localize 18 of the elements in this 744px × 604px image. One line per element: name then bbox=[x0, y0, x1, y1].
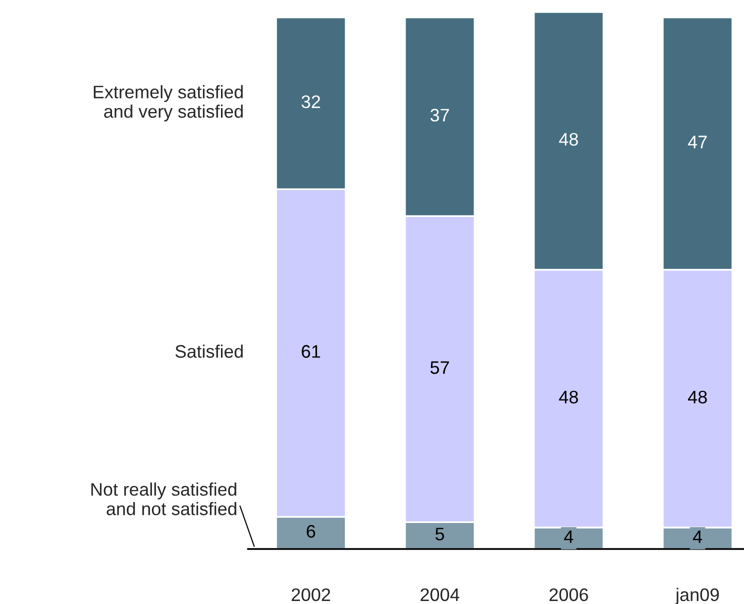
data-label: 48 bbox=[559, 132, 578, 146]
x-tick-label: 2004 bbox=[420, 588, 460, 602]
data-label: 61 bbox=[302, 345, 320, 358]
data-label: 37 bbox=[430, 108, 449, 122]
data-label: 32 bbox=[302, 95, 320, 108]
x-tick-label: 2006 bbox=[550, 588, 588, 602]
data-label: 57 bbox=[430, 361, 449, 374]
series-label: Extremely satisfied and very satisfied bbox=[94, 85, 243, 122]
data-label: 48 bbox=[559, 390, 578, 404]
data-label: 47 bbox=[688, 136, 707, 148]
data-label: 48 bbox=[688, 390, 707, 404]
series-label: Satisfied bbox=[175, 344, 243, 358]
data-label: 4 bbox=[564, 530, 574, 543]
data-label: 4 bbox=[692, 530, 702, 543]
text: Not really satisfied and not satisfied bbox=[91, 482, 236, 516]
data-label: 5 bbox=[436, 528, 444, 540]
data-label: 6 bbox=[306, 524, 316, 538]
x-tick-label: 2002 bbox=[292, 588, 330, 602]
